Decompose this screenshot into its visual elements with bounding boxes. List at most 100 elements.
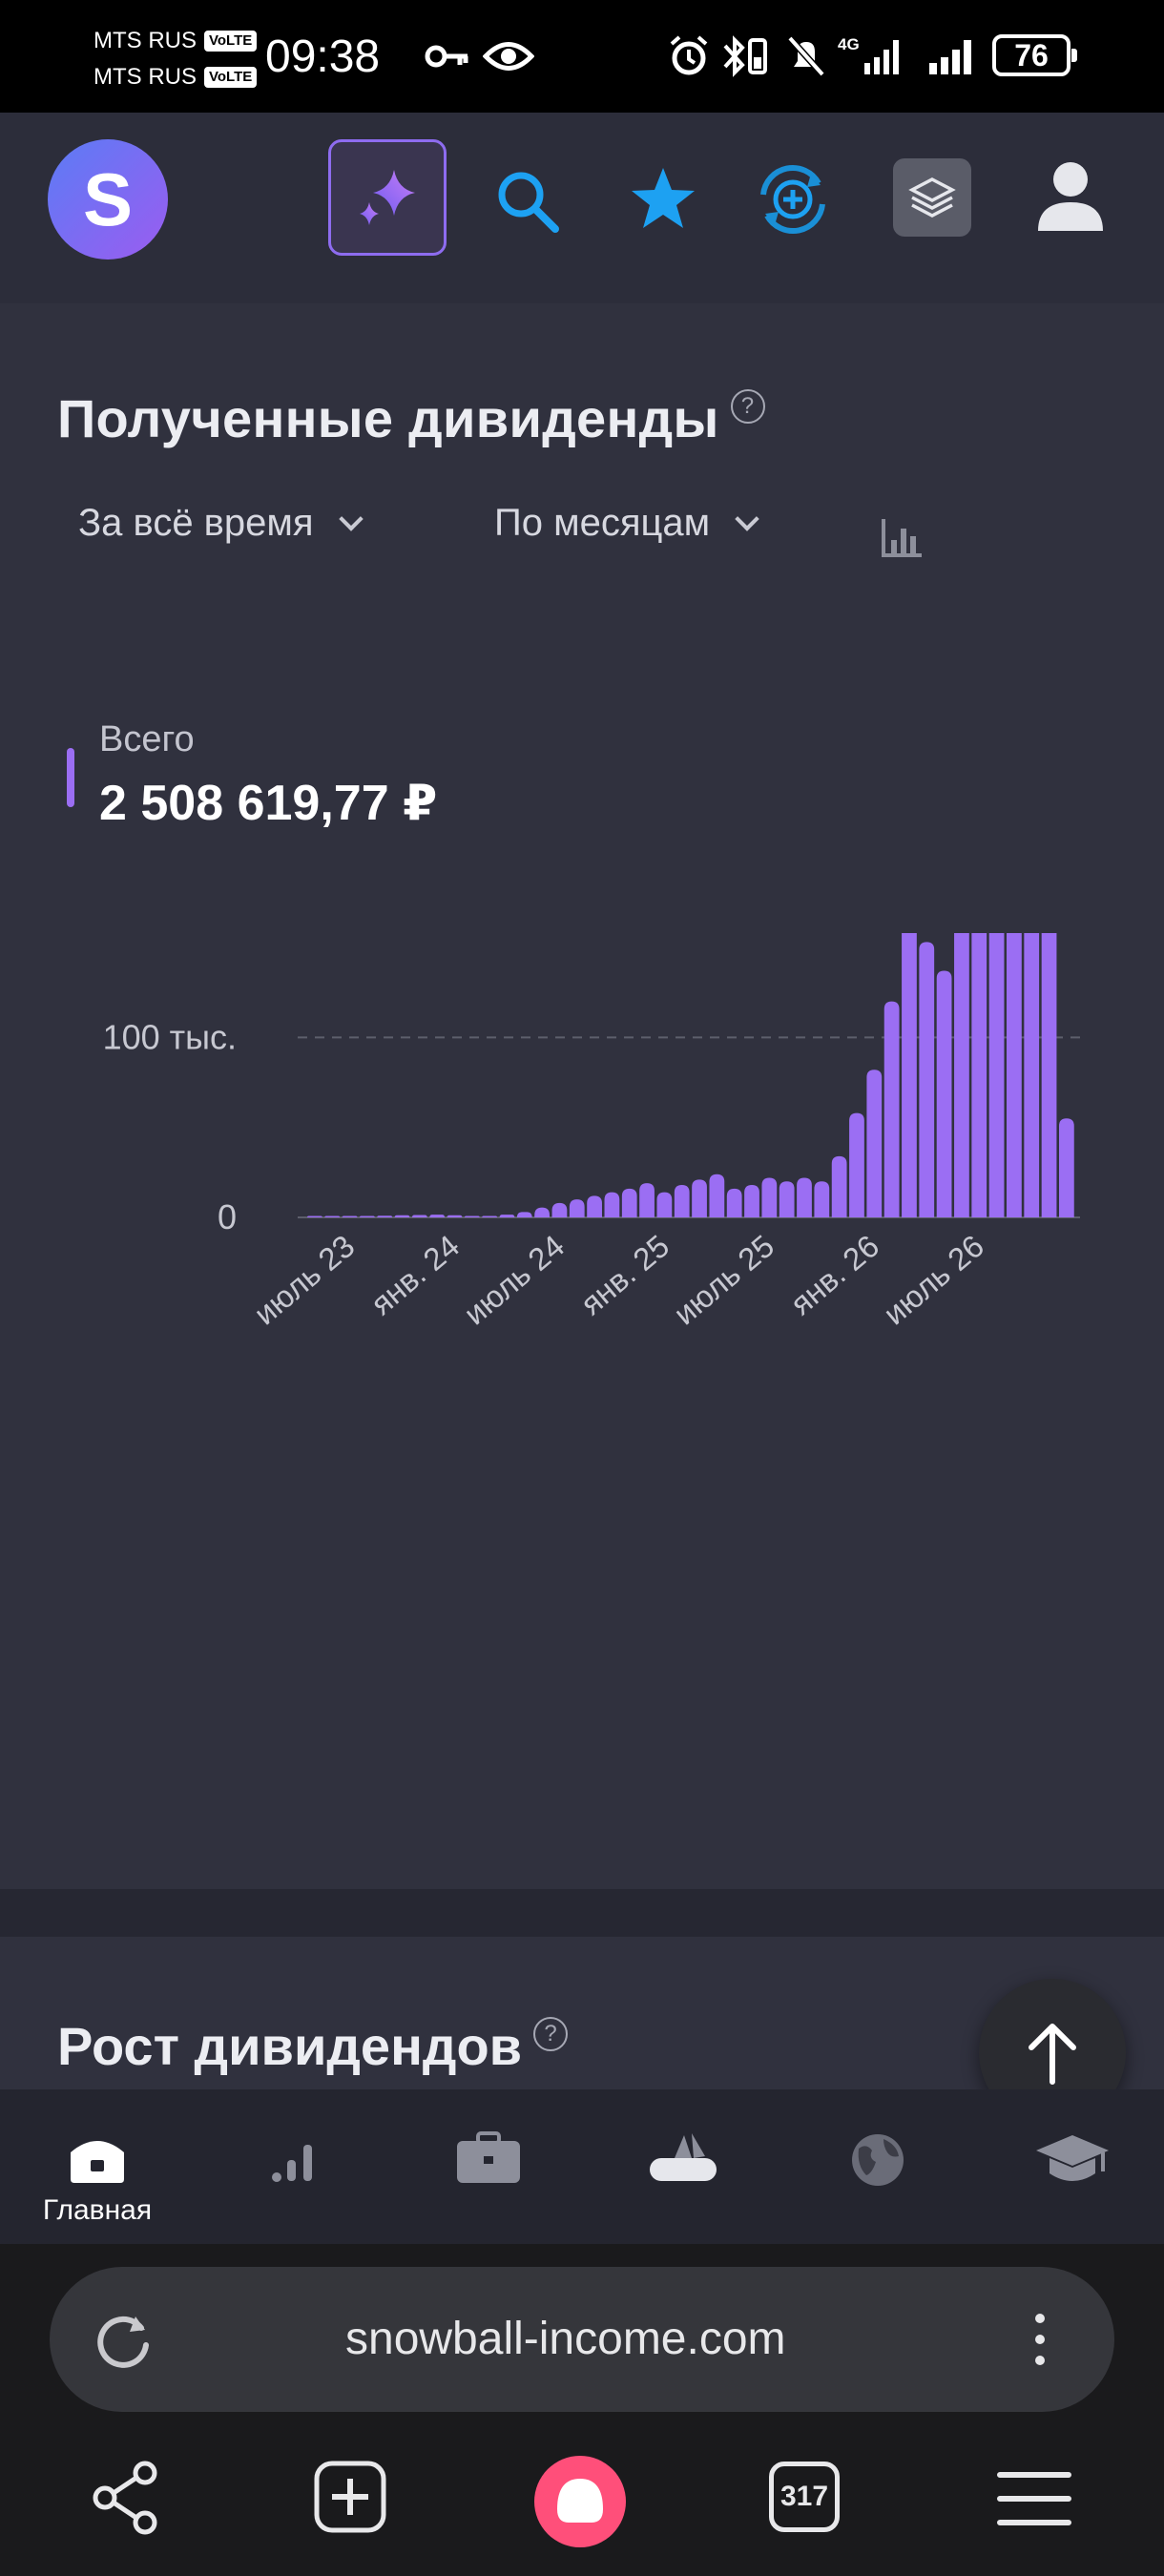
x-tick-label: июль 25	[667, 1228, 780, 1332]
nav-item-education[interactable]	[977, 2089, 1164, 2244]
chart-bar[interactable]	[936, 970, 952, 1217]
x-tick-label: июль 23	[247, 1228, 361, 1332]
chart-bar[interactable]	[988, 933, 1005, 1217]
chart-bar[interactable]	[692, 1179, 707, 1217]
mute-bell-icon	[787, 35, 825, 77]
signal-icon	[929, 40, 971, 74]
chart-bar[interactable]	[394, 1215, 410, 1217]
chart-bar[interactable]	[464, 1215, 480, 1218]
search-icon[interactable]	[492, 166, 565, 239]
chart-bar[interactable]	[831, 1155, 847, 1217]
chart-bar[interactable]	[656, 1192, 673, 1217]
nav-item-home[interactable]: Главная	[2, 2089, 193, 2244]
carrier-1: MTS RUS	[94, 28, 197, 53]
voice-assistant-button[interactable]	[534, 2456, 626, 2547]
chart-bar[interactable]	[551, 1202, 568, 1217]
snowball-logo[interactable]: S	[48, 139, 168, 260]
y-tick-label: 100 тыс.	[103, 1017, 237, 1056]
nav-item-portfolio[interactable]	[393, 2089, 584, 2244]
chart-bar[interactable]	[1059, 1118, 1074, 1217]
chart-bar[interactable]	[1041, 933, 1057, 1217]
chart-bar[interactable]	[883, 1001, 900, 1217]
battery-indicator: 76	[992, 34, 1077, 76]
chart-bar[interactable]	[482, 1215, 498, 1217]
chart-bar[interactable]	[726, 1188, 742, 1217]
chart-bar[interactable]	[342, 1215, 358, 1218]
nav-item-analytics[interactable]	[198, 2089, 389, 2244]
chart-bar[interactable]	[866, 1070, 883, 1217]
chart-bar[interactable]	[587, 1195, 602, 1217]
chart-bar[interactable]	[814, 1181, 830, 1217]
menu-icon[interactable]	[996, 2469, 1072, 2528]
chart-bar[interactable]	[779, 1181, 795, 1217]
globe-icon	[852, 2134, 904, 2186]
address-bar[interactable]: snowball-income.com	[50, 2267, 1114, 2412]
chart-bar[interactable]	[761, 1177, 778, 1217]
chart-bar[interactable]	[797, 1177, 812, 1217]
chart-bar[interactable]	[307, 1215, 322, 1218]
chart-icon	[272, 2145, 312, 2182]
app-header: S	[0, 113, 1164, 303]
chart-bar[interactable]	[849, 1112, 864, 1217]
group-filter-dropdown[interactable]: По месяцам	[494, 502, 759, 545]
chart-bar[interactable]	[516, 1212, 532, 1217]
bluetooth-icon	[723, 35, 767, 77]
chart-bar[interactable]	[919, 942, 935, 1217]
chart-bar[interactable]	[1024, 933, 1040, 1217]
arrow-up-icon	[1029, 2024, 1076, 2085]
chart-bar[interactable]	[971, 933, 987, 1217]
ai-assistant-button[interactable]	[328, 139, 447, 256]
clock: 09:38	[265, 31, 381, 82]
more-vertical-icon[interactable]	[1032, 2311, 1048, 2368]
chart-bar[interactable]	[324, 1215, 341, 1218]
nav-item-tools[interactable]	[588, 2089, 779, 2244]
star-icon[interactable]	[628, 164, 698, 235]
chart-bar[interactable]	[359, 1215, 375, 1217]
chart-bar[interactable]	[411, 1215, 427, 1217]
nav-item-world[interactable]	[782, 2089, 973, 2244]
dividends-title: Полученные дивиденды?	[57, 387, 765, 449]
key-icon	[425, 45, 468, 68]
bottom-navigation: Главная	[0, 2089, 1164, 2244]
chart-bar[interactable]	[604, 1192, 620, 1217]
total-dividends-value: 2 508 619,77 ₽	[99, 776, 438, 831]
help-icon[interactable]: ?	[533, 2017, 569, 2051]
sync-add-icon[interactable]	[752, 158, 834, 240]
chart-bar[interactable]	[499, 1215, 515, 1217]
bar-chart-toggle-icon[interactable]	[880, 515, 924, 559]
chart-bar[interactable]	[1007, 933, 1022, 1217]
y-tick-label: 0	[218, 1197, 237, 1236]
chart-bar[interactable]	[674, 1185, 690, 1217]
share-icon[interactable]	[88, 2460, 164, 2536]
chart-bar[interactable]	[377, 1215, 393, 1217]
chart-bar[interactable]	[639, 1183, 655, 1217]
reload-icon[interactable]	[92, 2309, 155, 2372]
chevron-down-icon	[338, 506, 364, 531]
help-icon[interactable]: ?	[730, 389, 765, 424]
chart-bar[interactable]	[621, 1188, 637, 1217]
alarm-icon	[670, 35, 708, 75]
layers-button[interactable]	[893, 158, 971, 237]
new-tab-icon[interactable]	[313, 2460, 387, 2534]
chart-bar[interactable]	[447, 1215, 463, 1217]
tools-icon	[650, 2133, 717, 2181]
chart-bar[interactable]	[709, 1174, 725, 1217]
tabs-count-value: 317	[779, 2481, 829, 2512]
chart-bar[interactable]	[902, 933, 917, 1217]
period-filter-dropdown[interactable]: За всё время	[78, 502, 364, 545]
chart-bar[interactable]	[569, 1199, 585, 1217]
chart-bar[interactable]	[744, 1185, 759, 1217]
status-bar: MTS RUS VoLTE MTS RUS VoLTE 09:38 4G 76	[0, 0, 1164, 113]
chart-bar[interactable]	[534, 1207, 550, 1217]
x-tick-label: июль 24	[457, 1228, 571, 1332]
user-icon[interactable]	[1034, 158, 1107, 235]
browser-bar: snowball-income.com 317	[0, 2244, 1164, 2576]
network-type: 4G	[838, 35, 860, 53]
layers-icon	[908, 177, 956, 218]
growth-title: Рост дивидендов?	[57, 2015, 569, 2077]
chart-bar[interactable]	[429, 1215, 446, 1217]
chart-y-axis: 300 тыс.200 тыс.100 тыс.0	[103, 1017, 237, 1236]
chart-bar[interactable]	[954, 933, 969, 1217]
tabs-counter[interactable]: 317	[769, 2462, 840, 2532]
